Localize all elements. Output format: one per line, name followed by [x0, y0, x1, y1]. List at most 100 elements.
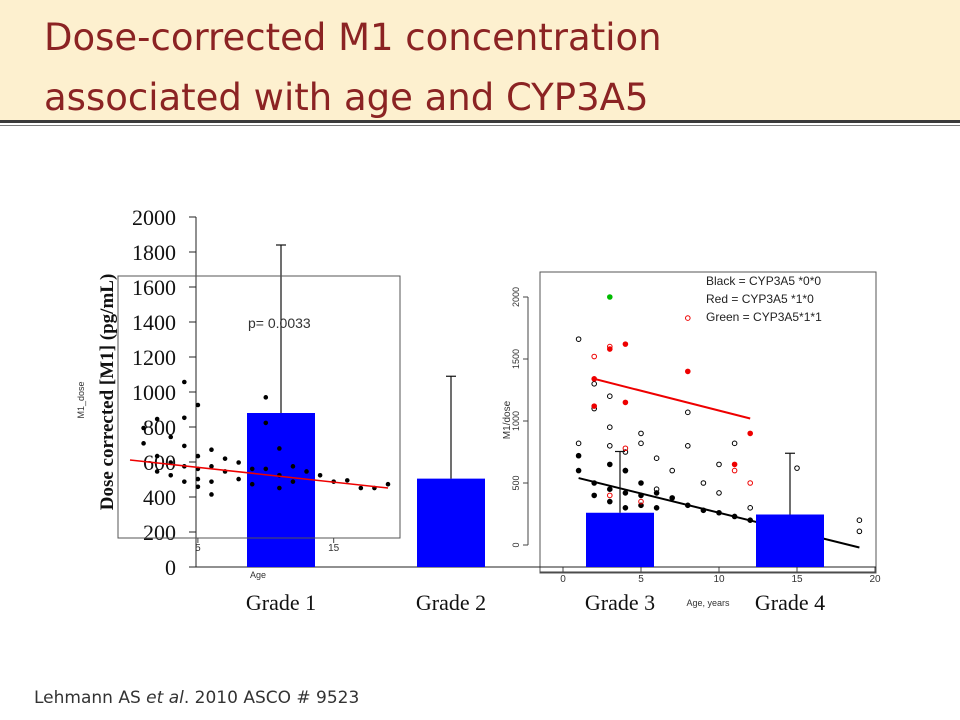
inset-left-x-label: Age	[250, 570, 266, 580]
inset-right-point-black	[607, 393, 613, 400]
inset-right-point-black	[638, 440, 644, 447]
inset-right-point-red	[591, 403, 598, 409]
inset-left-point	[277, 485, 282, 491]
title-rule-thin	[0, 125, 960, 126]
inset-left-point	[195, 453, 201, 459]
inset-right-point-red	[731, 461, 738, 468]
inset-right-point-black	[653, 505, 660, 511]
inset-right-point-black	[685, 409, 691, 416]
title-line-1: Dose-corrected M1 concentration	[44, 16, 662, 59]
inset-right-y-label: M1/dose	[502, 400, 513, 439]
inset-left-point	[317, 472, 323, 478]
inset-left-point	[195, 476, 201, 482]
inset-right-point-red	[638, 498, 644, 505]
inset-right-point-red	[731, 467, 738, 474]
inset-right-point-black	[669, 467, 676, 474]
title-line-2: associated with age and CYP3A5	[44, 76, 649, 119]
bar-grade-4	[756, 514, 824, 567]
inset-left-point	[249, 466, 255, 472]
inset-left-point	[154, 453, 160, 459]
inset-right-point-green	[607, 294, 613, 300]
inset-right-x-tick-label: 15	[791, 574, 803, 585]
y-tick-label: 1600	[132, 275, 176, 300]
inset-right-point-red	[685, 368, 691, 375]
x-tick-label: Grade 4	[755, 590, 825, 615]
y-tick-label: 400	[143, 485, 176, 510]
legend-entry: Black = CYP3A5 *0*0	[706, 274, 821, 288]
inset-right-point-red	[622, 399, 629, 406]
inset-right-point-black	[607, 486, 613, 493]
inset-left-point	[141, 425, 146, 431]
x-tick-label: Grade 3	[585, 590, 655, 615]
inset-left-point	[141, 441, 146, 446]
citation-et-al: et al	[146, 688, 184, 708]
inset-right-point-black	[731, 440, 738, 447]
inset-left-point	[263, 420, 269, 426]
y-tick-label: 2000	[132, 205, 176, 230]
inset-left-point	[385, 481, 391, 487]
inset-right-point-black	[653, 490, 660, 496]
inset-right-x-tick-label: 10	[713, 574, 725, 585]
bar-grade-2	[417, 478, 485, 567]
inset-right-point-black	[575, 467, 582, 474]
inset-right-point-black	[607, 443, 613, 449]
inset-left-point	[304, 469, 309, 474]
inset-right-x-tick-label: 0	[560, 574, 566, 585]
inset-right-point-black	[747, 505, 754, 511]
inset-right-point-black	[685, 443, 691, 449]
inset-right-point-black	[669, 495, 676, 501]
inset-right-point-red	[622, 445, 629, 452]
inset-left-point	[209, 492, 214, 497]
bar-grade-1	[247, 413, 315, 567]
inset-right-point-black	[856, 517, 863, 524]
inset-left-point	[182, 443, 187, 449]
inset-right-x-label: Age, years	[686, 598, 730, 608]
inset-left-point	[263, 466, 269, 472]
citation: Lehmann AS et al. 2010 ASCO # 9523	[34, 688, 359, 708]
inset-right-point-black	[794, 465, 800, 471]
inset-left-point	[277, 446, 282, 451]
legend-entry: Red = CYP3A5 *1*0	[706, 292, 814, 306]
inset-right-x-tick-label: 5	[638, 574, 644, 585]
inset-right-point-black	[638, 480, 644, 486]
x-tick-label: Grade 2	[416, 590, 486, 615]
inset-left-point	[195, 402, 201, 408]
main-bar-chart: 0200400600800100012001400160018002000Gra…	[97, 205, 876, 615]
inset-left-y-label: M1_dose	[76, 381, 86, 418]
inset-right-point-black	[591, 492, 598, 499]
y-tick-label: 1000	[132, 380, 176, 405]
y-tick-label: 1200	[132, 345, 176, 370]
inset-right-point-black	[856, 528, 863, 535]
y-tick-label: 1800	[132, 240, 176, 265]
inset-right-point-black	[653, 455, 660, 462]
inset-right-point-black	[607, 424, 613, 431]
y-tick-label: 1400	[132, 310, 176, 335]
citation-venue: . 2010 ASCO # 9523	[183, 688, 360, 708]
title-rule-thick	[0, 120, 960, 123]
y-tick-label: 200	[143, 520, 176, 545]
inset-right-point-red	[747, 480, 754, 486]
inset-right-point-black	[622, 490, 629, 496]
inset-right-point-black	[653, 486, 660, 493]
inset-right-point-black	[575, 336, 582, 342]
inset-left-point	[168, 434, 174, 440]
inset-right-point-red	[622, 341, 629, 347]
inset-right-y-tick-label: 1000	[511, 411, 521, 431]
inset-left-point	[236, 460, 241, 465]
inset-left-frame	[117, 275, 401, 539]
inset-right-fit-line-red	[593, 377, 751, 420]
inset-right-point-black	[622, 505, 629, 511]
y-tick-label: 0	[165, 555, 176, 580]
inset-right-y-tick-label: 500	[511, 475, 521, 490]
inset-left-point	[195, 484, 201, 490]
inset-left-point	[209, 479, 214, 484]
inset-right-point-black	[700, 480, 707, 486]
inset-left-point	[182, 479, 187, 484]
inset-right-point-red	[591, 353, 598, 360]
inset-right-x-tick-label: 20	[869, 574, 881, 585]
inset-right-point-red	[747, 430, 754, 437]
inset-left-x-tick-label: 5	[195, 543, 201, 554]
inset-left-point	[358, 485, 364, 491]
slide-title: Dose-corrected M1 concentration associat…	[44, 8, 944, 128]
